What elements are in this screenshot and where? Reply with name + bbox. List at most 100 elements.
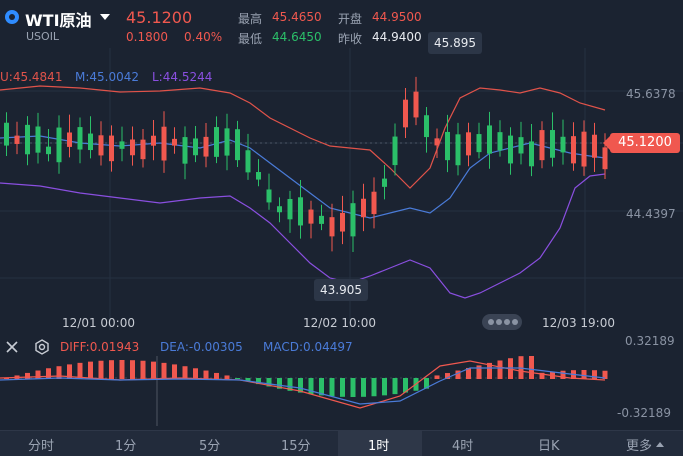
candle-body bbox=[518, 137, 524, 154]
macd-histogram-bar bbox=[172, 364, 177, 379]
candle-body bbox=[109, 135, 114, 162]
macd-histogram-bar bbox=[455, 370, 461, 379]
middle-band-line bbox=[0, 135, 606, 219]
bollinger-middle: M:45.0042 bbox=[75, 70, 140, 84]
close-icon[interactable] bbox=[4, 339, 20, 355]
candle-body bbox=[277, 206, 282, 213]
macd-histogram-bar bbox=[266, 378, 272, 387]
tab-1min[interactable]: 1分 bbox=[115, 439, 137, 454]
macd-histogram-bar bbox=[46, 368, 51, 379]
tab-5min[interactable]: 5分 bbox=[199, 439, 221, 454]
candle-body bbox=[413, 91, 419, 118]
macd-histogram-bar bbox=[361, 378, 366, 397]
candle-body bbox=[245, 150, 251, 173]
macd-y-bottom: -0.32189 bbox=[617, 406, 671, 420]
high-value: 45.4650 bbox=[272, 10, 322, 24]
symbol-name[interactable]: WTI原油 bbox=[25, 11, 92, 30]
candle-body bbox=[46, 146, 51, 155]
macd-histogram-bar bbox=[224, 375, 230, 379]
candle-body bbox=[382, 178, 387, 187]
candle-body bbox=[266, 189, 272, 203]
macd-histogram-bar bbox=[203, 370, 209, 379]
candlestick-chart[interactable] bbox=[0, 48, 683, 330]
candle-body bbox=[550, 130, 555, 158]
macd-histogram-bar bbox=[476, 365, 482, 379]
macd-histogram-bar bbox=[25, 372, 30, 379]
macd-y-top: 0.32189 bbox=[625, 334, 675, 348]
prev-close-value: 44.9400 bbox=[372, 30, 422, 44]
settings-icon[interactable] bbox=[34, 339, 50, 355]
candle-body bbox=[361, 198, 366, 218]
candle-body bbox=[602, 147, 608, 170]
candle-body bbox=[119, 141, 125, 149]
tab-15min[interactable]: 15分 bbox=[281, 439, 311, 454]
macd-value: MACD:0.04497 bbox=[263, 340, 353, 354]
macd-histogram-bar bbox=[424, 378, 429, 389]
price-change-pct: 0.40% bbox=[184, 30, 223, 44]
macd-histogram-bar bbox=[382, 378, 387, 396]
candle-body bbox=[151, 135, 156, 146]
current-price-badge: 45.1200 bbox=[603, 133, 680, 153]
high-tooltip: 45.895 bbox=[428, 32, 482, 54]
candle-body bbox=[298, 197, 303, 226]
tab-more[interactable]: 更多 bbox=[626, 439, 653, 454]
low-tooltip: 43.905 bbox=[314, 279, 368, 301]
lower-band-line bbox=[0, 173, 606, 299]
candle-body bbox=[77, 127, 83, 150]
candle-body bbox=[392, 136, 398, 166]
macd-histogram-bar bbox=[298, 378, 303, 393]
macd-histogram-bar bbox=[539, 372, 545, 379]
y-axis-label-mid: 44.4397 bbox=[626, 207, 676, 221]
macd-histogram-bar bbox=[340, 378, 345, 397]
tab-timeshare[interactable]: 分时 bbox=[28, 439, 55, 454]
candle-body bbox=[224, 128, 230, 156]
macd-histogram-bar bbox=[245, 378, 251, 382]
macd-histogram-bar bbox=[214, 372, 219, 379]
candle-body bbox=[256, 172, 261, 180]
more-caret-icon[interactable] bbox=[656, 442, 664, 447]
macd-histogram-bar bbox=[308, 378, 314, 395]
caret-down-icon[interactable] bbox=[100, 14, 110, 20]
macd-histogram-bar bbox=[4, 378, 9, 379]
candle-body bbox=[182, 137, 188, 164]
candle-body bbox=[172, 138, 177, 146]
candle-body bbox=[329, 217, 335, 237]
candle-body bbox=[371, 191, 377, 215]
macd-histogram-bar bbox=[371, 378, 377, 397]
macd-histogram-bar bbox=[592, 370, 597, 379]
candle-body bbox=[445, 131, 450, 161]
macd-histogram-bar bbox=[130, 360, 135, 379]
macd-histogram-bar bbox=[119, 360, 125, 379]
macd-histogram-bar bbox=[581, 370, 587, 379]
macd-histogram-bar bbox=[151, 361, 156, 379]
candle-body bbox=[98, 135, 104, 156]
candle-body bbox=[35, 126, 41, 153]
macd-histogram-bar bbox=[529, 356, 534, 379]
candle-body bbox=[88, 133, 93, 151]
candle-body bbox=[4, 122, 9, 146]
low-label: 最低 bbox=[238, 32, 263, 46]
macd-histogram-bar bbox=[235, 378, 240, 380]
tab-1hour[interactable]: 1时 bbox=[368, 439, 390, 454]
low-value: 44.6450 bbox=[272, 30, 322, 44]
macd-histogram-bar bbox=[277, 378, 282, 389]
last-price: 45.1200 bbox=[126, 8, 193, 27]
macd-chart[interactable] bbox=[0, 356, 683, 426]
macd-histogram-bar bbox=[161, 362, 167, 379]
candle-body bbox=[487, 125, 492, 154]
tab-daily[interactable]: 日K bbox=[538, 439, 560, 454]
candle-body bbox=[581, 131, 587, 167]
candle-body bbox=[203, 136, 209, 157]
scroll-pill[interactable] bbox=[482, 314, 522, 330]
x-axis-label-1: 12/01 00:00 bbox=[62, 316, 135, 330]
candle-body bbox=[476, 134, 482, 153]
candle-body bbox=[340, 212, 345, 232]
candle-body bbox=[14, 135, 20, 144]
macd-histogram-bar bbox=[56, 366, 62, 379]
candle-body bbox=[592, 134, 597, 158]
macd-histogram-bar bbox=[466, 367, 471, 379]
tab-4hour[interactable]: 4时 bbox=[452, 439, 474, 454]
candle-body bbox=[193, 138, 198, 156]
candle-body bbox=[497, 132, 503, 151]
macd-histogram-bar bbox=[487, 362, 492, 379]
